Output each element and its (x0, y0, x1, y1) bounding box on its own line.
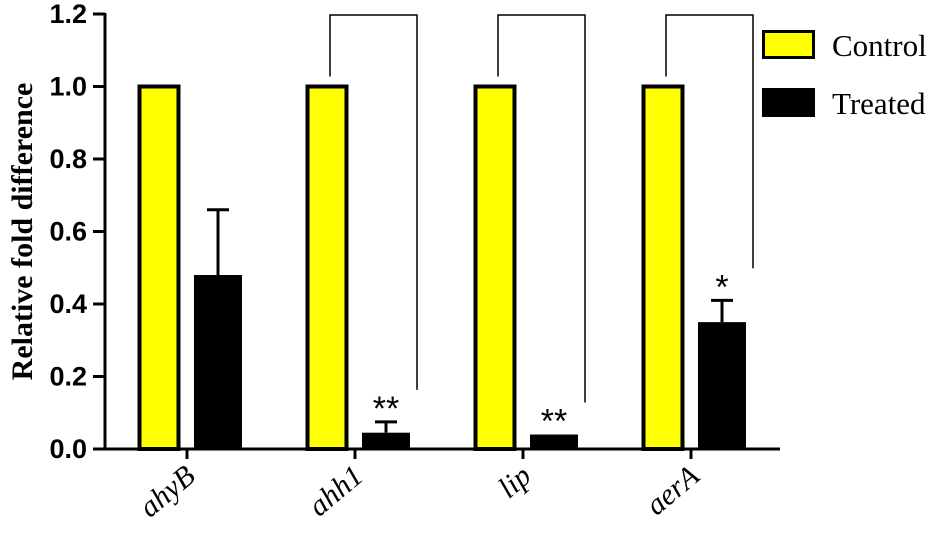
x-tick-label-ahyB: ahyB (133, 459, 201, 524)
bar-treated-lip (530, 434, 578, 449)
comparison-bracket-ahh1 (329, 14, 418, 390)
y-tick-label: 0.0 (49, 434, 87, 464)
comparison-bracket-lip (497, 14, 586, 403)
comparison-bracket-aerA (665, 14, 754, 269)
bar-treated-ahh1 (362, 432, 410, 449)
legend-swatch-control (762, 30, 815, 59)
y-tick-label: 0.2 (49, 362, 87, 392)
significance-label-ahh1: ** (373, 390, 399, 428)
x-tick-label-lip: lip (492, 459, 537, 505)
x-tick-label-aerA: aerA (640, 459, 706, 522)
y-tick-label: 1.2 (49, 0, 87, 29)
y-axis-label: Relative fold difference (6, 83, 39, 381)
y-tick-label: 0.6 (49, 217, 87, 247)
bar-control-ahyB (137, 84, 181, 451)
y-tick-label: 1.0 (49, 72, 87, 102)
legend-swatch-treated (762, 88, 815, 117)
legend-label-control: Control (832, 28, 927, 63)
y-tick-label: 0.8 (49, 144, 87, 174)
x-tick-label-ahh1: ahh1 (302, 459, 369, 523)
bar-control-aerA (641, 84, 685, 451)
bar-treated-ahyB (194, 275, 242, 449)
bar-treated-aerA (698, 322, 746, 449)
bar-control-ahh1 (305, 84, 349, 451)
bar-control-lip (473, 84, 517, 451)
legend-label-treated: Treated (832, 86, 926, 121)
significance-label-aerA: * (715, 268, 728, 306)
significance-label-lip: ** (541, 403, 567, 441)
y-tick-label: 0.4 (49, 289, 87, 319)
